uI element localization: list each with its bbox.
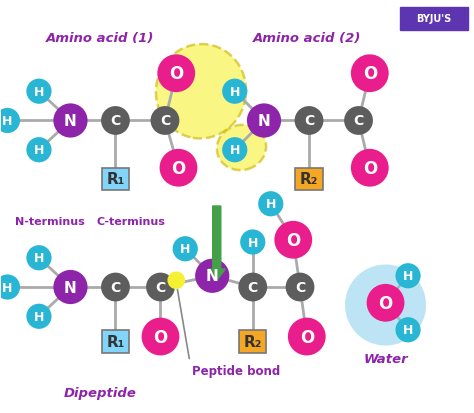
FancyBboxPatch shape [102, 330, 129, 353]
Text: N: N [64, 280, 77, 295]
Text: H: H [229, 144, 240, 157]
Text: C: C [155, 280, 165, 294]
Text: O: O [363, 159, 377, 177]
FancyBboxPatch shape [400, 7, 468, 31]
Circle shape [160, 150, 197, 187]
Circle shape [157, 55, 195, 93]
Text: N: N [64, 114, 77, 129]
Circle shape [258, 192, 283, 217]
Text: H: H [34, 85, 44, 98]
Text: C: C [110, 280, 120, 294]
Circle shape [54, 104, 88, 138]
Ellipse shape [156, 45, 246, 139]
Circle shape [142, 318, 179, 356]
Text: C-terminus: C-terminus [97, 217, 165, 227]
Text: Amino acid (2): Amino acid (2) [253, 32, 361, 45]
Text: N-terminus: N-terminus [15, 217, 85, 227]
Circle shape [288, 318, 326, 356]
Text: C: C [247, 280, 258, 294]
Text: BYJU'S: BYJU'S [416, 14, 451, 24]
Text: R₂: R₂ [244, 334, 262, 349]
Circle shape [173, 237, 198, 262]
Text: H: H [34, 310, 44, 323]
Circle shape [351, 150, 389, 187]
Circle shape [345, 265, 426, 346]
Text: H: H [2, 115, 13, 128]
FancyBboxPatch shape [295, 168, 323, 191]
Text: H: H [34, 252, 44, 265]
Circle shape [101, 273, 130, 301]
Text: C: C [110, 114, 120, 128]
FancyArrow shape [208, 206, 225, 280]
Text: Amino acid (1): Amino acid (1) [46, 32, 154, 45]
Text: Water: Water [363, 352, 408, 366]
Circle shape [295, 107, 323, 135]
Text: H: H [403, 270, 413, 282]
Text: Dipeptide: Dipeptide [64, 386, 136, 399]
Circle shape [27, 79, 52, 104]
Text: O: O [154, 328, 168, 346]
Text: H: H [403, 323, 413, 337]
Text: Peptide bond: Peptide bond [192, 364, 280, 377]
Circle shape [195, 259, 229, 293]
Text: H: H [34, 144, 44, 157]
Circle shape [238, 273, 267, 301]
Circle shape [395, 263, 420, 289]
Text: H: H [2, 281, 13, 294]
Text: O: O [286, 231, 301, 249]
Circle shape [240, 230, 265, 255]
Circle shape [222, 79, 247, 104]
Circle shape [247, 104, 281, 138]
Circle shape [101, 107, 130, 135]
Text: C: C [160, 114, 170, 128]
Text: O: O [300, 328, 314, 346]
Circle shape [274, 221, 312, 259]
Text: C: C [354, 114, 364, 128]
Circle shape [168, 273, 184, 289]
Text: H: H [247, 236, 258, 249]
Text: O: O [363, 65, 377, 83]
Circle shape [395, 318, 420, 342]
Text: H: H [265, 198, 276, 211]
Circle shape [0, 275, 20, 300]
Circle shape [146, 273, 175, 301]
Text: H: H [229, 85, 240, 98]
Circle shape [222, 138, 247, 163]
Circle shape [351, 55, 389, 93]
Text: O: O [169, 65, 183, 83]
Circle shape [27, 138, 52, 163]
Text: C: C [304, 114, 314, 128]
Text: C: C [295, 280, 305, 294]
Text: N: N [206, 268, 219, 284]
FancyBboxPatch shape [102, 168, 129, 191]
Text: O: O [378, 294, 392, 312]
Circle shape [27, 304, 52, 329]
Text: R₁: R₁ [106, 172, 125, 187]
Circle shape [286, 273, 314, 301]
Circle shape [344, 107, 373, 135]
Text: R₂: R₂ [300, 172, 318, 187]
Text: H: H [180, 243, 191, 256]
Text: R₁: R₁ [106, 334, 125, 349]
Circle shape [366, 284, 404, 322]
Text: N: N [258, 114, 270, 129]
Ellipse shape [217, 126, 266, 171]
Circle shape [27, 246, 52, 271]
Circle shape [0, 109, 20, 134]
Text: O: O [172, 159, 186, 177]
Circle shape [54, 270, 88, 304]
FancyBboxPatch shape [239, 330, 266, 353]
Circle shape [151, 107, 179, 135]
